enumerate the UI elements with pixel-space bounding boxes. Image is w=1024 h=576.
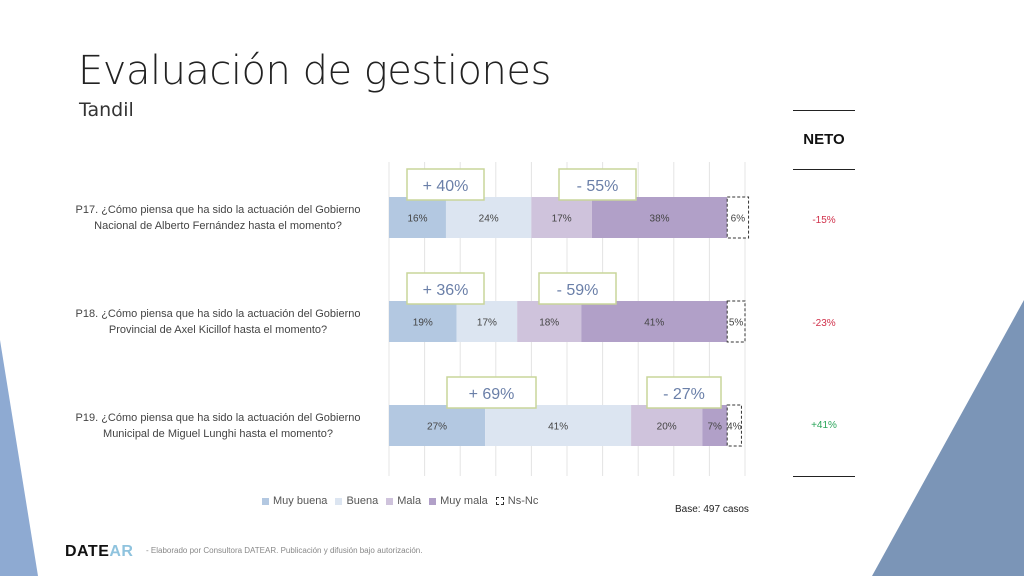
negative-callout-box — [538, 272, 617, 305]
question-line: P17. ¿Cómo piensa que ha sido la actuaci… — [75, 204, 361, 216]
legend-item-muy-buena: Muy buena — [262, 495, 327, 507]
data-label: 19% — [413, 318, 433, 329]
legend-item-muy-mala: Muy mala — [429, 495, 488, 507]
datear-logo: DATEAR — [65, 543, 133, 561]
data-label: 5% — [729, 318, 744, 329]
base-note: Base: 497 casos — [675, 504, 749, 515]
legend-label: Ns-Nc — [507, 495, 539, 507]
question-line: P18. ¿Cómo piensa que ha sido la actuaci… — [75, 308, 361, 320]
data-label: 41% — [548, 422, 568, 433]
negative-callout-box — [558, 168, 637, 201]
data-label: 18% — [539, 318, 559, 329]
data-label: 41% — [644, 318, 664, 329]
data-label: 20% — [657, 422, 677, 433]
positive-callout: + 69% — [469, 386, 515, 403]
bar-segment — [389, 301, 457, 342]
data-label: 24% — [479, 214, 499, 225]
neto-top-rule — [793, 110, 855, 111]
question-line: Municipal de Miguel Lunghi hasta el mome… — [103, 428, 333, 440]
legend-swatch — [386, 497, 394, 505]
question-line: Provincial de Axel Kicillof hasta el mom… — [108, 324, 328, 336]
neto-bottom-rule — [793, 476, 855, 477]
legend-label: Muy mala — [440, 495, 488, 507]
legend-item-ns-nc: Ns-Nc — [495, 495, 539, 507]
bar-segment — [445, 197, 532, 238]
positive-callout-box — [406, 272, 485, 305]
logo-part2: AR — [109, 543, 134, 560]
bar-segment — [485, 405, 632, 446]
right-accent-shape — [872, 300, 1024, 576]
page-title: Evaluación de gestiones — [78, 48, 551, 94]
question-label-p17: P17. ¿Cómo piensa que ha sido la actuaci… — [58, 202, 378, 234]
neto-header: NETO — [803, 131, 845, 148]
data-label: 38% — [650, 214, 670, 225]
page-subtitle: Tandil — [79, 99, 134, 121]
data-label: 27% — [427, 422, 447, 433]
legend-item-buena: Buena — [335, 495, 378, 507]
question-line: P19. ¿Cómo piensa que ha sido la actuaci… — [75, 412, 361, 424]
bar-segment — [702, 405, 728, 446]
question-label-p19: P19. ¿Cómo piensa que ha sido la actuaci… — [58, 410, 378, 442]
neto-value-p17: -15% — [812, 215, 836, 226]
neto-value-p19: +41% — [811, 420, 837, 431]
legend-label: Buena — [346, 495, 379, 507]
positive-callout: + 36% — [423, 282, 469, 299]
legend-item-mala: Mala — [386, 495, 421, 507]
bar-segment — [456, 301, 518, 342]
data-label: 7% — [708, 422, 723, 433]
bar-segment — [631, 405, 703, 446]
negative-callout: - 27% — [663, 386, 705, 403]
negative-callout: - 59% — [557, 282, 599, 299]
legend-swatch — [495, 497, 504, 505]
bar-segment — [726, 404, 742, 447]
data-label: 16% — [407, 214, 427, 225]
positive-callout-box — [406, 168, 485, 201]
bar-segment — [389, 197, 446, 238]
bar-segment — [726, 196, 750, 239]
negative-callout-box — [646, 376, 722, 409]
neto-header-rule — [793, 169, 855, 170]
data-label: 4% — [727, 422, 742, 433]
question-label-p18: P18. ¿Cómo piensa que ha sido la actuaci… — [58, 306, 378, 338]
footer-note: - Elaborado por Consultora DATEAR. Publi… — [146, 546, 423, 555]
data-label: 17% — [477, 318, 497, 329]
question-line: Nacional de Alberto Fernández hasta el m… — [94, 220, 342, 232]
bar-segment — [591, 197, 728, 238]
legend-label: Mala — [397, 495, 422, 507]
data-label: 17% — [552, 214, 572, 225]
bar-segment — [531, 197, 592, 238]
left-accent-shape — [0, 340, 38, 576]
positive-callout: + 40% — [423, 178, 469, 195]
legend-swatch — [429, 497, 437, 505]
bar-segment — [581, 301, 728, 342]
positive-callout-box — [446, 376, 537, 409]
bar-segment — [726, 300, 746, 343]
chart-legend: Muy buena Buena Mala Muy mala Ns-Nc — [262, 495, 538, 507]
bar-segment — [389, 405, 486, 446]
data-label: 6% — [731, 214, 746, 225]
legend-swatch — [262, 497, 269, 505]
negative-callout: - 55% — [577, 178, 619, 195]
legend-label: Muy buena — [273, 495, 328, 507]
neto-value-p18: -23% — [812, 318, 836, 329]
logo-part1: DATE — [65, 543, 110, 560]
legend-swatch — [335, 497, 343, 505]
bar-segment — [517, 301, 582, 342]
